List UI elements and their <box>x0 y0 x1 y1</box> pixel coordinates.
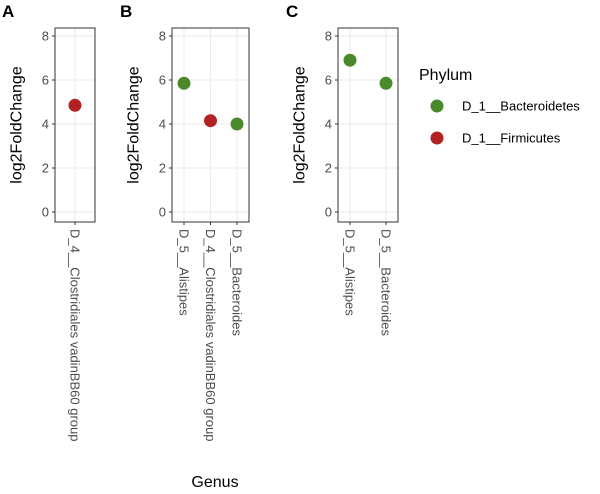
y-tick-label: 2 <box>325 161 332 176</box>
y-axis-label: log2FoldChange <box>292 66 309 184</box>
panel-frame <box>54 27 96 223</box>
data-point-d-4-clostridiales-vadinbb60-group <box>68 98 82 112</box>
y-tick-label: 4 <box>42 117 49 132</box>
y-tick-label: 4 <box>325 117 332 132</box>
data-point-d-5-bacteroides <box>379 76 393 90</box>
y-tick-label: 0 <box>42 205 49 220</box>
y-tick-label: 0 <box>325 205 332 220</box>
y-tick-label: 2 <box>159 161 166 176</box>
x-tick-label-d-5-alistipes: D_5__Alistipes <box>177 229 192 316</box>
y-axis-label: log2FoldChange <box>126 66 143 184</box>
panel-letter: A <box>2 2 14 21</box>
y-axis-label: log2FoldChange <box>9 66 26 184</box>
y-tick-label: 6 <box>159 73 166 88</box>
data-point-d-4-clostridiales-vadinbb60-group <box>204 114 217 128</box>
legend-title: Phylum <box>419 67 472 84</box>
y-tick-label: 8 <box>42 29 49 44</box>
x-tick-label-d-5-bacteroides: D_5__Bacteroides <box>379 229 394 336</box>
legend-label-d-1-bacteroidetes: D_1__Bacteroidetes <box>462 99 580 114</box>
y-tick-label: 0 <box>159 205 166 220</box>
data-point-d-5-alistipes <box>343 53 357 67</box>
y-tick-label: 8 <box>159 29 166 44</box>
x-tick-label-d-4-clostridiales-vadinbb60-group: D_4__Clostridiales vadinBB60 group <box>68 229 83 441</box>
legend-key-d-1-firmicutes <box>430 131 444 145</box>
legend-label-d-1-firmicutes: D_1__Firmicutes <box>462 131 561 146</box>
x-axis-label: Genus <box>191 474 238 491</box>
panel-letter: B <box>120 2 132 21</box>
legend-key-d-1-bacteroidetes <box>430 99 444 113</box>
y-tick-label: 8 <box>325 29 332 44</box>
y-tick-label: 2 <box>42 161 49 176</box>
legend: Phylum D_1__Bacteroidetes D_1__Firmicutes <box>419 67 580 146</box>
panel-frame <box>337 27 399 223</box>
data-point-d-5-bacteroides <box>230 117 244 131</box>
panel-frame <box>171 27 250 223</box>
x-tick-label-d-5-alistipes: D_5__Alistipes <box>343 229 358 316</box>
x-tick-label-d-4-clostridiales-vadinbb60-group: D_4__Clostridiales vadinBB60 group <box>203 229 218 441</box>
y-tick-label: 4 <box>159 117 166 132</box>
x-tick-label-d-5-bacteroides: D_5__Bacteroides <box>230 229 245 336</box>
data-point-d-5-alistipes <box>177 76 191 90</box>
panel-letter: C <box>286 2 298 21</box>
y-tick-label: 6 <box>325 73 332 88</box>
y-tick-label: 6 <box>42 73 49 88</box>
